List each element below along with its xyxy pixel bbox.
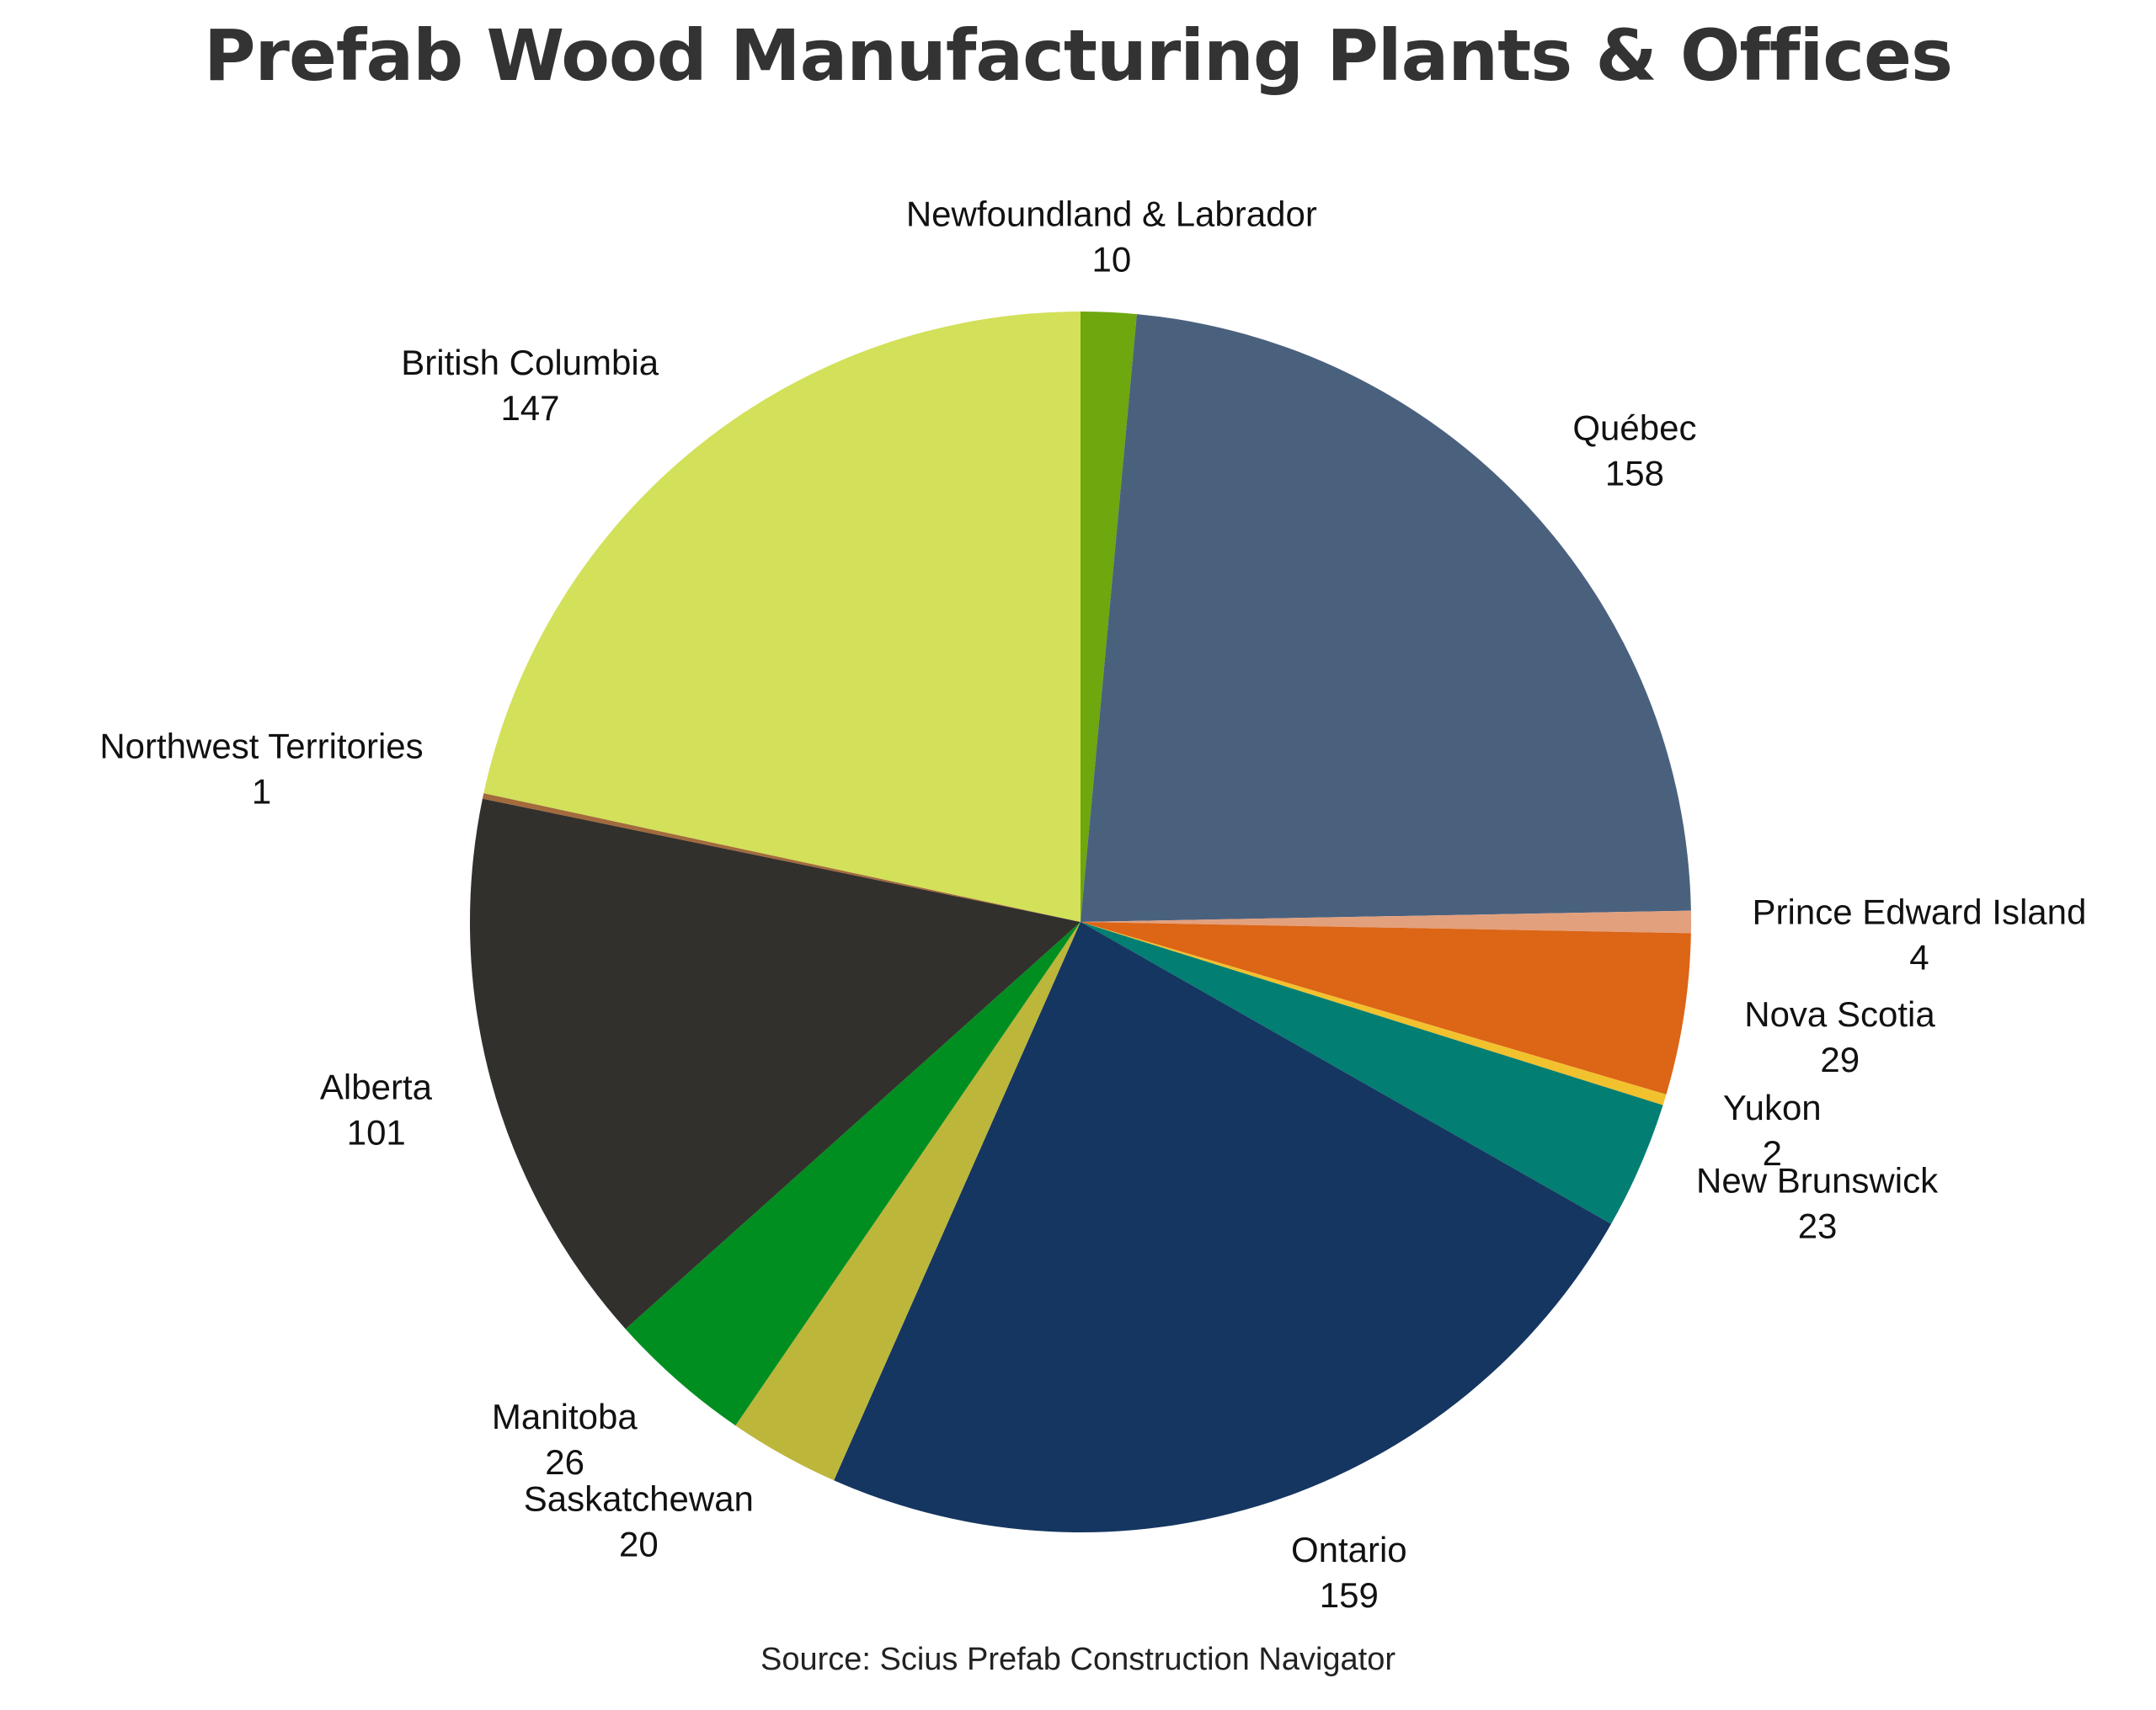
- pie-slice-quebec: [1081, 314, 1691, 922]
- slice-label-prince-edward-island: Prince Edward Island: [1753, 892, 2087, 932]
- slice-value-quebec: 158: [1605, 454, 1664, 493]
- slice-value-saskatchewan: 20: [619, 1524, 659, 1564]
- slice-label-newfoundland-and-labrador: Newfoundland & Labrador: [906, 194, 1317, 234]
- pie-slice-prince-edward-island: [1081, 910, 1691, 934]
- slice-label-british-columbia: British Columbia: [401, 343, 659, 382]
- pie-slice-ontario: [834, 922, 1612, 1532]
- slice-label-alberta: Alberta: [320, 1067, 433, 1106]
- slice-value-northwest-territories: 1: [252, 772, 271, 812]
- pie-slice-yukon: [1081, 922, 1667, 1105]
- slice-value-british-columbia: 147: [500, 388, 559, 428]
- pie-slice-nova-scotia: [1081, 922, 1691, 1095]
- slice-value-prince-edward-island: 4: [1909, 938, 1929, 978]
- slice-value-ontario: 159: [1320, 1575, 1379, 1615]
- slice-label-quebec: Québec: [1572, 408, 1696, 448]
- pie-slice-newfoundland-and-labrador: [1081, 312, 1137, 922]
- pie-slice-manitoba: [625, 922, 1081, 1426]
- slice-label-northwest-territories: Northwest Territories: [99, 727, 423, 766]
- slice-label-new-brunswick: New Brunswick: [1696, 1160, 1939, 1200]
- chart-source: Source: Scius Prefab Construction Naviga…: [760, 1642, 1396, 1677]
- pie-slice-alberta: [470, 798, 1081, 1329]
- slice-label-saskatchewan: Saskatchewan: [524, 1478, 754, 1518]
- slice-value-newfoundland-and-labrador: 10: [1091, 240, 1131, 280]
- pie-slice-british-columbia: [483, 312, 1081, 922]
- slice-value-alberta: 101: [347, 1112, 406, 1152]
- slice-value-new-brunswick: 23: [1798, 1206, 1838, 1245]
- slice-value-manitoba: 26: [545, 1442, 584, 1482]
- pie-slice-saskatchewan: [735, 922, 1081, 1481]
- pie-slice-northwest-territories: [482, 793, 1081, 922]
- slice-label-ontario: Ontario: [1291, 1530, 1407, 1569]
- pie-slices: [470, 312, 1691, 1532]
- slice-label-manitoba: Manitoba: [492, 1397, 638, 1436]
- slice-labels: Newfoundland & Labrador 10 Québec 158 Prince…: [99, 194, 2086, 1615]
- slice-value-nova-scotia: 29: [1820, 1040, 1860, 1079]
- slice-value-yukon: 2: [1763, 1133, 1782, 1173]
- pie-slice-new-brunswick: [1081, 922, 1663, 1224]
- slice-label-yukon: Yukon: [1723, 1088, 1822, 1127]
- slice-label-nova-scotia: Nova Scotia: [1744, 994, 1935, 1034]
- chart-title: Prefab Wood Manufacturing Plants & Offic…: [203, 14, 1953, 97]
